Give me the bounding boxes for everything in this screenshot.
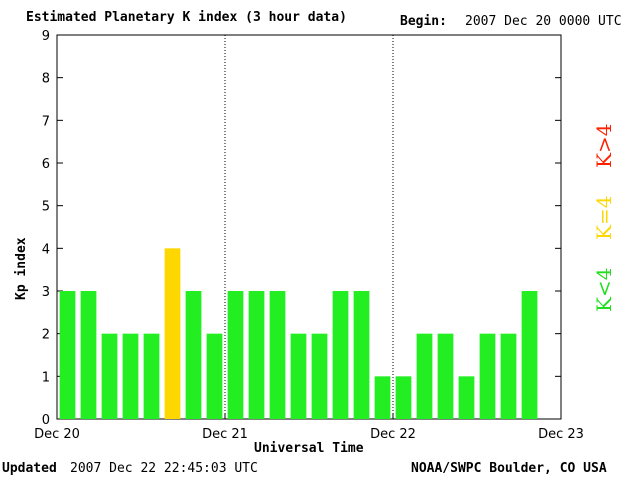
y-tick-label: 2: [42, 328, 50, 343]
updated-value: 2007 Dec 22 22:45:03 UTC: [70, 461, 258, 476]
kp-bar: [458, 376, 475, 419]
kp-bar: [80, 291, 97, 419]
kp-bar: [101, 333, 118, 419]
kp-bar: [416, 333, 433, 419]
kp-bar: [143, 333, 160, 419]
kp-bar: [332, 291, 349, 419]
kp-bar: [500, 333, 517, 419]
y-tick-label: 6: [42, 157, 50, 172]
kp-bar: [206, 333, 223, 419]
x-tick-label: Dec 20: [34, 427, 80, 442]
y-tick-label: 1: [42, 370, 50, 385]
kp-bar: [521, 291, 538, 419]
y-tick-label: 3: [42, 285, 50, 300]
y-tick-label: 7: [42, 114, 50, 129]
kp-bar: [290, 333, 307, 419]
begin-label: Begin:: [400, 14, 447, 29]
y-tick-label: 8: [42, 72, 50, 87]
y-tick-label: 5: [42, 200, 50, 215]
kp-bar: [479, 333, 496, 419]
y-tick-label: 9: [42, 29, 50, 44]
x-tick-label: Dec 23: [538, 427, 584, 442]
plot-frame: [56, 34, 562, 420]
kp-bar: [185, 291, 202, 419]
kp-bar: [353, 291, 370, 419]
y-tick-label: 0: [42, 413, 50, 428]
kp-bar: [437, 333, 454, 419]
legend-k-greater-4: K>4: [592, 123, 616, 168]
x-tick-label: Dec 21: [202, 427, 248, 442]
updated-label: Updated: [2, 461, 57, 476]
y-tick-label: 4: [42, 242, 50, 257]
begin-value: 2007 Dec 20 0000 UTC: [465, 14, 622, 29]
x-axis-label: Universal Time: [254, 441, 364, 456]
kp-bar: [269, 291, 286, 419]
y-axis-label: Kp index: [14, 237, 29, 300]
kp-bar: [59, 291, 76, 419]
credit-text: NOAA/SWPC Boulder, CO USA: [411, 461, 607, 476]
kp-bar: [248, 291, 265, 419]
kp-bar: [227, 291, 244, 419]
kp-bar: [395, 376, 412, 419]
legend-k-equal-4: K=4: [592, 195, 616, 240]
kp-bar: [374, 376, 391, 419]
x-tick-label: Dec 22: [370, 427, 416, 442]
kp-bar: [311, 333, 328, 419]
chart-title: Estimated Planetary K index (3 hour data…: [26, 10, 347, 25]
legend-k-less-4: K<4: [592, 267, 616, 312]
kp-bar: [164, 248, 181, 419]
kp-bar: [122, 333, 139, 419]
